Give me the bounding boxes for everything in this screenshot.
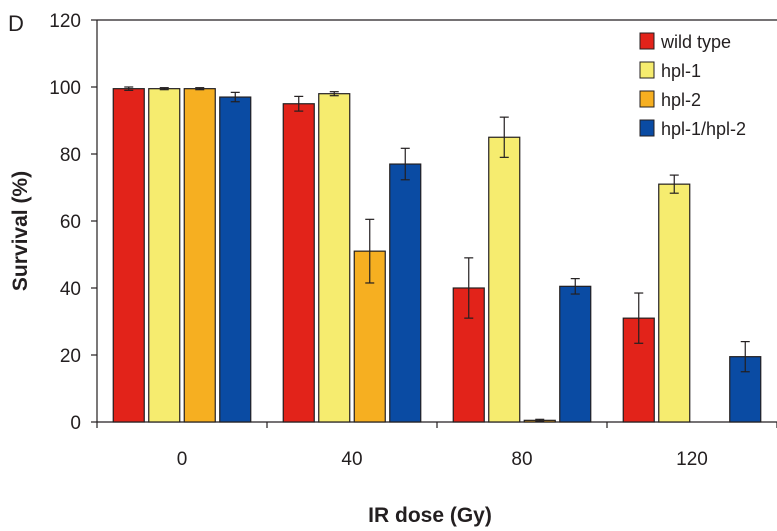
- legend-label: hpl-2: [661, 90, 701, 110]
- legend-label: hpl-1/hpl-2: [661, 119, 746, 139]
- bar: [488, 136, 521, 423]
- x-axis: 0 40 80 120: [96, 421, 777, 470]
- bar-group-0: [112, 86, 252, 423]
- bar: [559, 285, 592, 423]
- y-tick-label: 40: [60, 279, 81, 300]
- bar-group-120: [622, 174, 762, 423]
- legend: wild type hpl-1 hpl-2 hpl-1/hpl-2: [639, 32, 746, 139]
- bar: [389, 163, 422, 423]
- y-tick-label: 0: [70, 413, 81, 434]
- bar-group-80: [452, 116, 592, 423]
- y-tick-label: 80: [60, 145, 81, 166]
- bar: [112, 88, 145, 423]
- legend-swatch: [639, 119, 655, 137]
- legend-label: wild type: [660, 32, 731, 52]
- bar-groups: [112, 86, 762, 423]
- bar: [219, 96, 252, 423]
- y-tick-label: 60: [60, 212, 81, 233]
- legend-swatch: [639, 61, 655, 79]
- bar: [148, 88, 181, 423]
- x-tick-label: 40: [341, 449, 362, 470]
- legend-swatch: [639, 90, 655, 108]
- x-tick-label: 0: [177, 449, 188, 470]
- bar: [658, 183, 691, 423]
- legend-swatch: [639, 32, 655, 50]
- bar: [183, 88, 216, 423]
- bar: [282, 103, 315, 423]
- bar-group-40: [282, 91, 422, 423]
- x-tick-label: 80: [511, 449, 532, 470]
- y-axis-title: Survival (%): [9, 171, 32, 291]
- legend-label: hpl-1: [661, 61, 701, 81]
- x-axis-title: IR dose (Gy): [368, 504, 492, 527]
- y-tick-label: 20: [60, 346, 81, 367]
- bar: [318, 93, 351, 423]
- y-axis: 0 20 40 60 80 100 120: [49, 11, 777, 434]
- panel-label: D: [8, 11, 24, 36]
- y-tick-label: 120: [49, 11, 81, 32]
- y-tick-label: 100: [49, 78, 81, 99]
- x-tick-label: 120: [676, 449, 708, 470]
